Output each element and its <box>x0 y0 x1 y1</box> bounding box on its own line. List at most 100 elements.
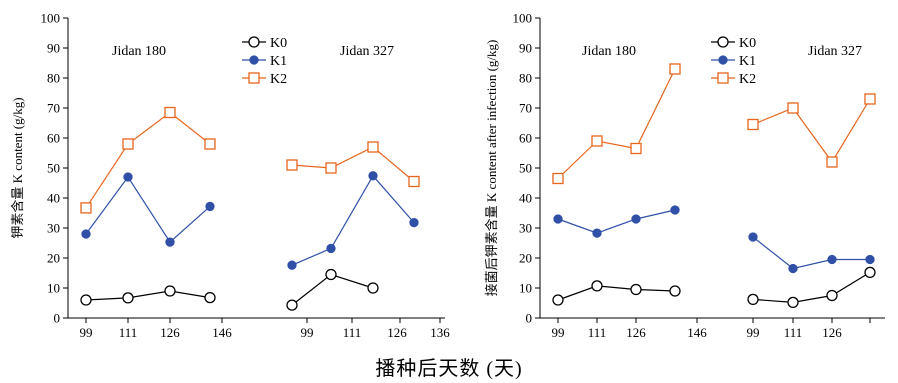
data-point-k1 <box>123 172 133 182</box>
group-title: Jidan 180 <box>582 44 636 59</box>
y-tick-label: 30 <box>47 221 60 236</box>
group-title: Jidan 327 <box>808 44 862 59</box>
series-line-k0 <box>752 271 871 304</box>
data-point-k1 <box>368 171 378 181</box>
data-point-k0 <box>864 266 876 279</box>
data-point-k1 <box>827 254 837 265</box>
series-line-k1 <box>752 236 870 270</box>
data-point-k2 <box>552 172 564 185</box>
legend-label-k2: K2 <box>270 72 287 87</box>
data-point-k2 <box>367 141 379 153</box>
data-point-k2 <box>204 138 216 150</box>
y-tick-label: 90 <box>47 41 60 56</box>
y-tick-label: 20 <box>47 251 60 266</box>
series-line-k2 <box>752 98 871 164</box>
x-tick-label: 99 <box>301 325 314 340</box>
data-point-k2 <box>591 135 603 147</box>
data-point-k2 <box>669 63 681 75</box>
data-point-k0 <box>286 299 298 311</box>
data-point-k2 <box>122 138 134 150</box>
y-tick-label: 50 <box>519 161 532 176</box>
y-axis-title: 接菌后钾素含量 K content after infection (g/kg) <box>484 40 499 297</box>
x-tick-label: 136 <box>430 325 450 340</box>
series-line-k2 <box>557 68 676 179</box>
x-tick-label: 99 <box>747 325 760 340</box>
x-tick-label: 146 <box>212 325 232 340</box>
data-point-k0 <box>122 292 134 304</box>
x-tick-label: 126 <box>626 325 646 340</box>
x-tick-label: 126 <box>387 325 407 340</box>
x-tick-label: 99 <box>552 325 565 340</box>
series-line-k2 <box>291 146 415 182</box>
data-point-k2 <box>408 175 420 188</box>
y-tick-label: 40 <box>47 191 60 206</box>
y-tick-label: 10 <box>47 281 60 296</box>
y-tick-label: 80 <box>47 71 60 86</box>
legend-label-k2: K2 <box>739 72 756 87</box>
data-point-k1 <box>205 201 215 212</box>
group-title: Jidan 180 <box>112 44 166 59</box>
y-tick-label: 0 <box>54 311 61 326</box>
data-point-k2 <box>164 106 176 119</box>
data-point-k0 <box>787 296 799 309</box>
data-point-k0 <box>80 294 92 306</box>
legend-marker-k0 <box>248 36 260 48</box>
data-point-k0 <box>747 293 759 306</box>
data-point-k2 <box>747 118 759 131</box>
data-point-k2 <box>325 162 337 174</box>
series-line-k1 <box>291 174 415 266</box>
y-tick-label: 50 <box>47 161 60 176</box>
data-point-k2 <box>787 102 799 114</box>
x-tick-label: 126 <box>160 325 180 340</box>
data-point-k2 <box>864 93 876 105</box>
x-tick-label: 146 <box>687 325 707 340</box>
data-point-k2 <box>80 202 92 214</box>
x-tick-label: 126 <box>822 325 842 340</box>
y-axis-title: 钾素含量 K content (g/kg) <box>10 97 25 238</box>
data-point-k2 <box>826 156 838 168</box>
y-tick-label: 70 <box>47 101 60 116</box>
data-point-k0 <box>669 285 681 297</box>
data-point-k1 <box>788 263 798 274</box>
x-tick-label: 99 <box>80 325 93 340</box>
legend-label-k0: K0 <box>739 36 756 51</box>
y-tick-label: 60 <box>47 131 60 146</box>
legend-label-k1: K1 <box>739 54 756 69</box>
y-tick-label: 0 <box>526 311 533 326</box>
data-point-k1 <box>553 214 563 224</box>
series-line-k1 <box>85 175 211 244</box>
legend-label-k0: K0 <box>270 36 287 51</box>
y-tick-label: 80 <box>519 71 532 86</box>
legend-marker-k0 <box>717 36 729 48</box>
data-point-k1 <box>287 260 297 270</box>
y-tick-label: 70 <box>519 101 532 116</box>
series-line-k1 <box>557 209 676 234</box>
series-line-k0 <box>85 290 211 301</box>
group-title: Jidan 327 <box>340 44 394 59</box>
legend-marker-k1 <box>249 55 259 65</box>
data-point-k0 <box>591 280 603 292</box>
figure: 0 10 20 30 40 50 60 70 80 90 100 钾素含量 K content (g/… <box>10 11 885 340</box>
legend-marker-k1 <box>718 55 728 65</box>
data-point-k1 <box>670 205 680 215</box>
legend-marker-k2 <box>248 72 260 84</box>
series-line-k0 <box>557 285 676 301</box>
x-tick-label: 111 <box>588 325 607 340</box>
y-tick-label: 100 <box>513 11 533 26</box>
x-tick-label: 111 <box>343 325 362 340</box>
data-point-k0 <box>630 283 642 296</box>
data-point-k1 <box>592 228 602 238</box>
legend-marker-k2 <box>717 72 729 84</box>
data-point-k1 <box>409 217 419 228</box>
data-point-k1 <box>81 229 91 239</box>
data-point-k2 <box>630 142 642 155</box>
y-tick-label: 60 <box>519 131 532 146</box>
y-tick-label: 40 <box>519 191 532 206</box>
data-point-k1 <box>165 237 175 247</box>
data-point-k1 <box>748 232 758 242</box>
legend-label-k1: K1 <box>270 54 287 69</box>
data-point-k0 <box>826 289 838 302</box>
data-point-k2 <box>286 159 298 171</box>
y-tick-label: 100 <box>41 11 61 26</box>
x-tick-label: 111 <box>784 325 803 340</box>
